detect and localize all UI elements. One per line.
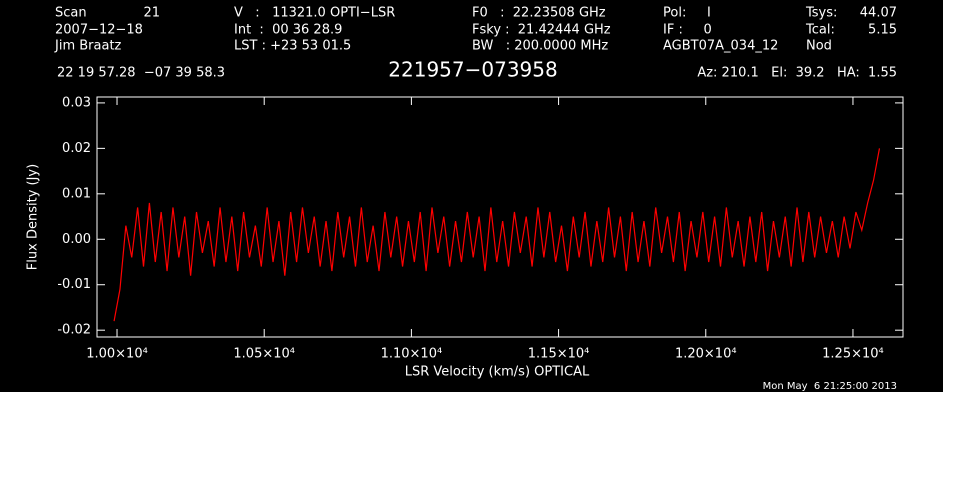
header-text: Scan — [55, 6, 87, 21]
header-text: IF : 0 — [663, 23, 712, 38]
header-text: Pol: I — [663, 6, 711, 21]
header-text: 5.15 — [868, 23, 897, 38]
header-text: V : 11321.0 OPTI−LSR — [234, 6, 395, 21]
date-stamp: Mon May 6 21:25:00 2013 — [763, 381, 897, 392]
y-tick-label: 0.00 — [62, 232, 91, 247]
header-text: Tcal: — [805, 23, 835, 38]
header-text: Fsky : 21.42444 GHz — [472, 23, 611, 38]
x-axis-label: LSR Velocity (km/s) OPTICAL — [405, 365, 590, 380]
header-text: 44.07 — [860, 6, 897, 21]
y-tick-label: 0.02 — [62, 141, 91, 156]
header-text: Nod — [806, 39, 832, 54]
y-tick-label: 0.03 — [62, 95, 91, 110]
x-tick-label: 1.10×10⁴ — [381, 347, 443, 362]
x-tick-label: 1.25×10⁴ — [822, 347, 884, 362]
spectrum-line — [113, 148, 881, 322]
header-text: AGBT07A_034_12 — [663, 39, 778, 54]
header-text: 21 — [143, 6, 160, 21]
header-text: LST : +23 53 01.5 — [234, 39, 351, 54]
header-text: Int : 00 36 28.9 — [234, 23, 342, 38]
x-tick-label: 1.00×10⁴ — [86, 347, 148, 362]
header-text: Tsys: — [805, 6, 837, 21]
y-tick-label: -0.01 — [57, 277, 91, 292]
y-tick-label: -0.02 — [57, 323, 91, 338]
x-tick-label: 1.20×10⁴ — [675, 347, 737, 362]
plot-frame — [96, 96, 904, 338]
header-text: F0 : 22.23508 GHz — [472, 6, 606, 21]
plot-background — [0, 0, 943, 392]
header-text: BW : 200.0000 MHz — [472, 39, 608, 54]
x-tick-label: 1.05×10⁴ — [233, 347, 295, 362]
chart-title: 221957−073958 — [388, 58, 557, 82]
header-text: 22 19 57.28 −07 39 58.3 — [57, 66, 225, 81]
header-text: 2007−12−18 — [55, 23, 143, 38]
y-axis-label: Flux Density (Jy) — [26, 164, 41, 270]
header-text: Az: 210.1 El: 39.2 HA: 1.55 — [697, 66, 897, 81]
y-tick-label: 0.01 — [62, 186, 91, 201]
header-text: Jim Braatz — [54, 39, 122, 54]
x-tick-label: 1.15×10⁴ — [528, 347, 590, 362]
